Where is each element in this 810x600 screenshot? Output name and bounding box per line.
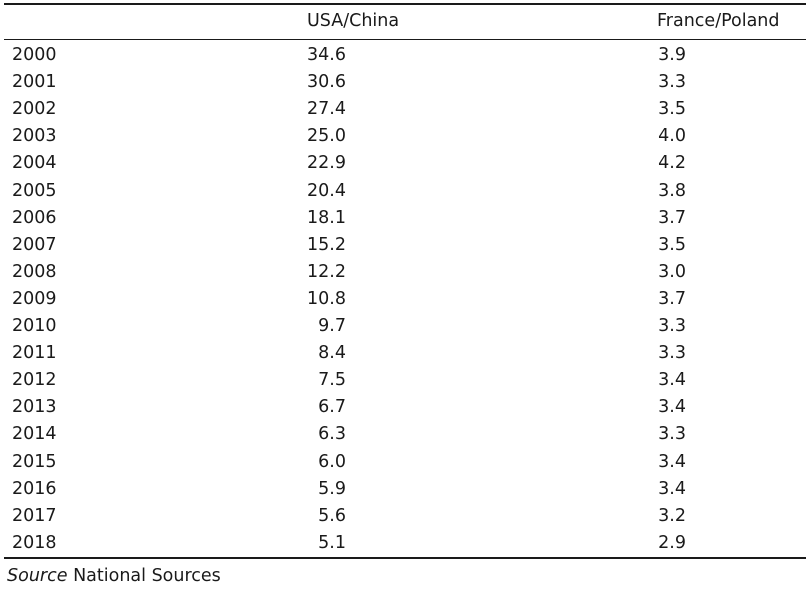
usa-china-cell: 9.7 — [318, 316, 346, 336]
usa-china-cell: 12.2 — [307, 261, 346, 282]
year-cell: 2001 — [12, 72, 57, 93]
france-poland-cell: 3.4 — [658, 451, 686, 472]
header-france-poland: France/Poland — [657, 11, 780, 31]
table-row: 2004 22.9 4.2 — [0, 153, 810, 180]
france-poland-cell: 3.4 — [658, 370, 686, 391]
france-poland-cell: 3.4 — [658, 397, 686, 418]
usa-china-cell: 20.4 — [307, 180, 346, 201]
table-row: 2007 15.2 3.5 — [0, 235, 810, 262]
table-row: 2012 7.5 3.4 — [0, 370, 810, 397]
france-poland-cell: 3.7 — [658, 288, 686, 309]
france-poland-cell: 3.9 — [658, 45, 686, 65]
france-poland-cell: 3.2 — [658, 505, 686, 526]
table-top-rule — [4, 3, 806, 5]
year-cell: 2011 — [12, 343, 57, 364]
usa-china-cell: 7.5 — [318, 370, 346, 391]
france-poland-cell: 3.7 — [658, 207, 686, 228]
year-cell: 2009 — [12, 288, 57, 309]
year-cell: 2002 — [12, 99, 57, 120]
table-header-row: USA/China France/Poland — [0, 11, 810, 35]
year-cell: 2006 — [12, 207, 57, 228]
france-poland-cell: 3.0 — [658, 261, 686, 282]
usa-china-cell: 5.1 — [318, 532, 346, 553]
usa-china-cell: 18.1 — [307, 207, 346, 228]
usa-china-cell: 5.9 — [318, 478, 346, 499]
year-cell: 2015 — [12, 451, 57, 472]
usa-china-cell: 6.0 — [318, 451, 346, 472]
table-row: 2013 6.7 3.4 — [0, 397, 810, 424]
source-note: Source National Sources — [7, 566, 221, 586]
usa-china-cell: 27.4 — [307, 99, 346, 120]
france-poland-cell: 3.5 — [658, 234, 686, 255]
year-cell: 2014 — [12, 424, 57, 445]
table-row: 2016 5.9 3.4 — [0, 479, 810, 506]
year-cell: 2000 — [12, 45, 57, 65]
year-cell: 2017 — [12, 505, 57, 526]
table-row: 2017 5.6 3.2 — [0, 506, 810, 533]
france-poland-cell: 3.3 — [658, 424, 686, 445]
year-cell: 2018 — [12, 532, 57, 553]
source-label: Source — [7, 566, 68, 586]
year-cell: 2012 — [12, 370, 57, 391]
table-row: 2000 34.6 3.9 — [0, 45, 810, 72]
year-cell: 2004 — [12, 153, 57, 174]
usa-china-cell: 6.7 — [318, 397, 346, 418]
year-cell: 2007 — [12, 234, 57, 255]
year-cell: 2008 — [12, 261, 57, 282]
table-row: 2001 30.6 3.3 — [0, 72, 810, 99]
france-poland-cell: 3.5 — [658, 99, 686, 120]
table-row: 2002 27.4 3.5 — [0, 99, 810, 126]
france-poland-cell: 4.2 — [658, 153, 686, 174]
table-row: 2006 18.1 3.7 — [0, 208, 810, 235]
france-poland-cell: 3.3 — [658, 343, 686, 364]
france-poland-cell: 4.0 — [658, 126, 686, 147]
year-cell: 2003 — [12, 126, 57, 147]
table-row: 2009 10.8 3.7 — [0, 289, 810, 316]
usa-china-cell: 22.9 — [307, 153, 346, 174]
france-poland-cell: 3.4 — [658, 478, 686, 499]
table-row: 2008 12.2 3.0 — [0, 262, 810, 289]
year-cell: 2016 — [12, 478, 57, 499]
table-header-rule — [4, 39, 806, 41]
year-cell: 2010 — [12, 316, 57, 336]
france-poland-cell: 3.8 — [658, 180, 686, 201]
usa-china-cell: 15.2 — [307, 234, 346, 255]
france-poland-cell: 3.3 — [658, 316, 686, 336]
table-bottom-rule — [4, 557, 806, 559]
usa-china-cell: 6.3 — [318, 424, 346, 445]
year-cell: 2005 — [12, 180, 57, 201]
usa-china-cell: 30.6 — [307, 72, 346, 93]
table-row: 2003 25.0 4.0 — [0, 126, 810, 153]
table-row: 2014 6.3 3.3 — [0, 424, 810, 451]
table-row: 2018 5.1 2.9 — [0, 533, 810, 560]
usa-china-cell: 25.0 — [307, 126, 346, 147]
year-cell: 2013 — [12, 397, 57, 418]
table-row: 2015 6.0 3.4 — [0, 452, 810, 479]
table-row: 2011 8.4 3.3 — [0, 343, 810, 370]
usa-china-cell: 34.6 — [307, 45, 346, 65]
usa-china-cell: 10.8 — [307, 288, 346, 309]
source-text: National Sources — [73, 566, 221, 586]
header-usa-china: USA/China — [307, 11, 400, 31]
france-poland-cell: 2.9 — [658, 532, 686, 553]
usa-china-cell: 8.4 — [318, 343, 346, 364]
table-row: 2010 9.7 3.3 — [0, 316, 810, 343]
france-poland-cell: 3.3 — [658, 72, 686, 93]
table-row: 2005 20.4 3.8 — [0, 181, 810, 208]
usa-china-cell: 5.6 — [318, 505, 346, 526]
